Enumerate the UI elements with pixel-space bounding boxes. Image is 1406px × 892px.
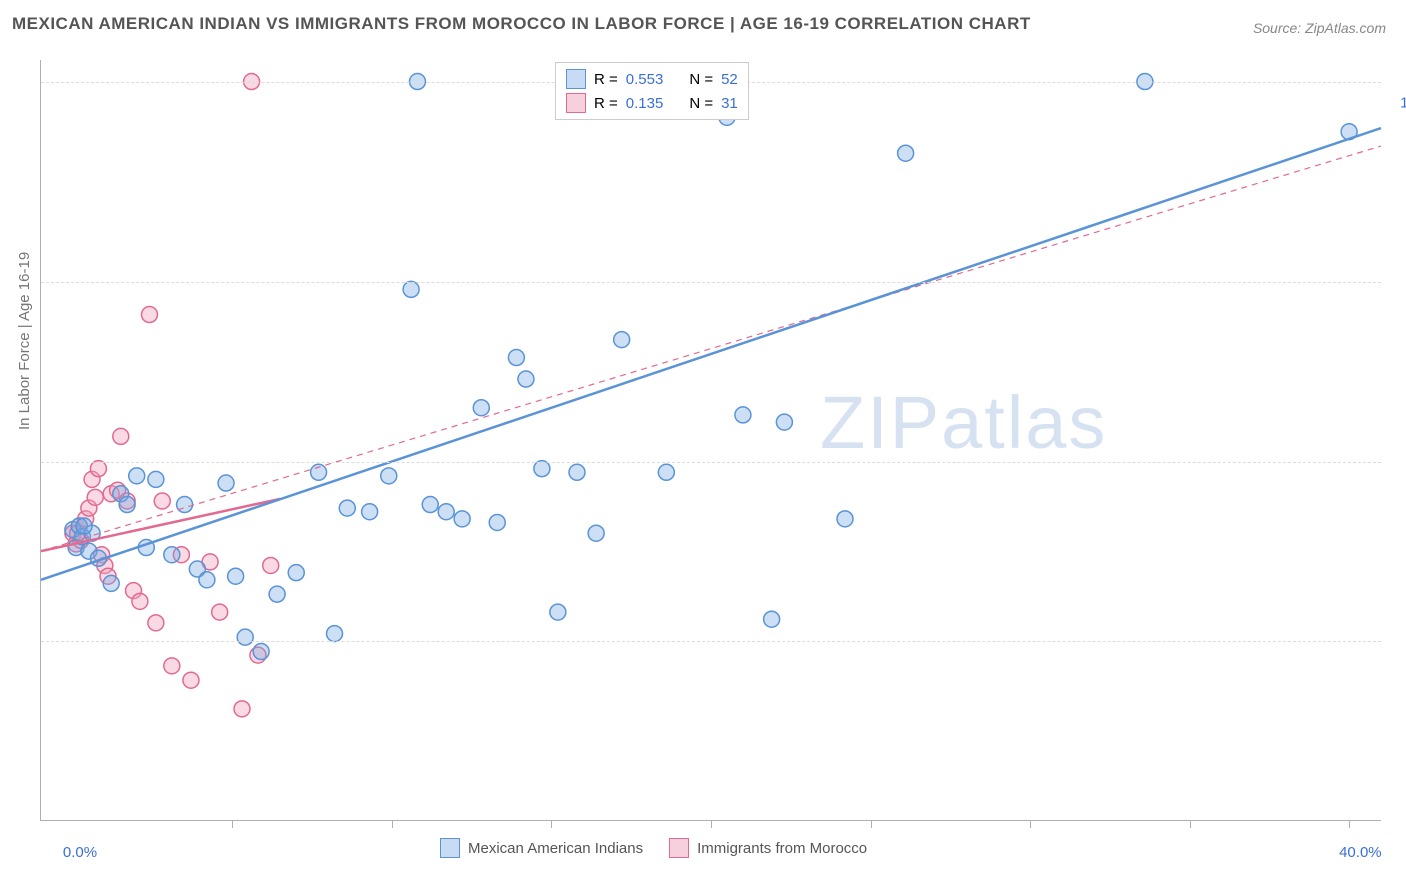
chart-plot-area: 25.0%50.0%75.0%100.0%0.0%40.0% <box>40 60 1381 821</box>
legend-label-mex: Mexican American Indians <box>468 840 643 857</box>
legend-row-mor: R = 0.135 N = 31 <box>566 91 738 115</box>
x-tick <box>392 820 393 828</box>
series-legend: Mexican American Indians Immigrants from… <box>440 838 867 858</box>
legend-n-label: N = <box>689 71 713 88</box>
watermark: ZIPatlas <box>820 380 1107 465</box>
x-tick <box>871 820 872 828</box>
legend-n-value-mex: 52 <box>721 71 738 88</box>
legend-n-label: N = <box>689 95 713 112</box>
x-tick <box>711 820 712 828</box>
legend-item-mor: Immigrants from Morocco <box>669 838 867 858</box>
y-tick-label: 100.0% <box>1400 95 1406 112</box>
y-axis-title: In Labor Force | Age 16-19 <box>16 252 33 430</box>
legend-item-mex: Mexican American Indians <box>440 838 643 858</box>
legend-swatch-mex <box>566 69 586 89</box>
correlation-legend: R = 0.553 N = 52 R = 0.135 N = 31 <box>555 62 749 120</box>
x-tick <box>1030 820 1031 828</box>
gridline-h <box>41 282 1381 283</box>
legend-row-mex: R = 0.553 N = 52 <box>566 67 738 91</box>
legend-label-mor: Immigrants from Morocco <box>697 840 867 857</box>
gridline-h <box>41 641 1381 642</box>
gridline-h <box>41 462 1381 463</box>
legend-swatch-mor <box>566 93 586 113</box>
legend-swatch-mor-bottom <box>669 838 689 858</box>
legend-r-label: R = <box>594 95 618 112</box>
legend-r-value-mex: 0.553 <box>626 71 664 88</box>
x-tick <box>551 820 552 828</box>
watermark-atlas: atlas <box>941 381 1107 464</box>
source-attribution: Source: ZipAtlas.com <box>1253 20 1386 36</box>
chart-title: MEXICAN AMERICAN INDIAN VS IMMIGRANTS FR… <box>12 14 1031 34</box>
legend-r-label: R = <box>594 71 618 88</box>
chart-svg <box>41 60 1381 820</box>
x-tick <box>1349 820 1350 828</box>
watermark-zip: ZIP <box>820 381 941 464</box>
legend-n-value-mor: 31 <box>721 95 738 112</box>
x-tick <box>1190 820 1191 828</box>
x-tick-label: 40.0% <box>1339 844 1382 861</box>
x-tick <box>232 820 233 828</box>
legend-swatch-mex-bottom <box>440 838 460 858</box>
x-tick-label: 0.0% <box>63 844 97 861</box>
legend-r-value-mor: 0.135 <box>626 95 664 112</box>
